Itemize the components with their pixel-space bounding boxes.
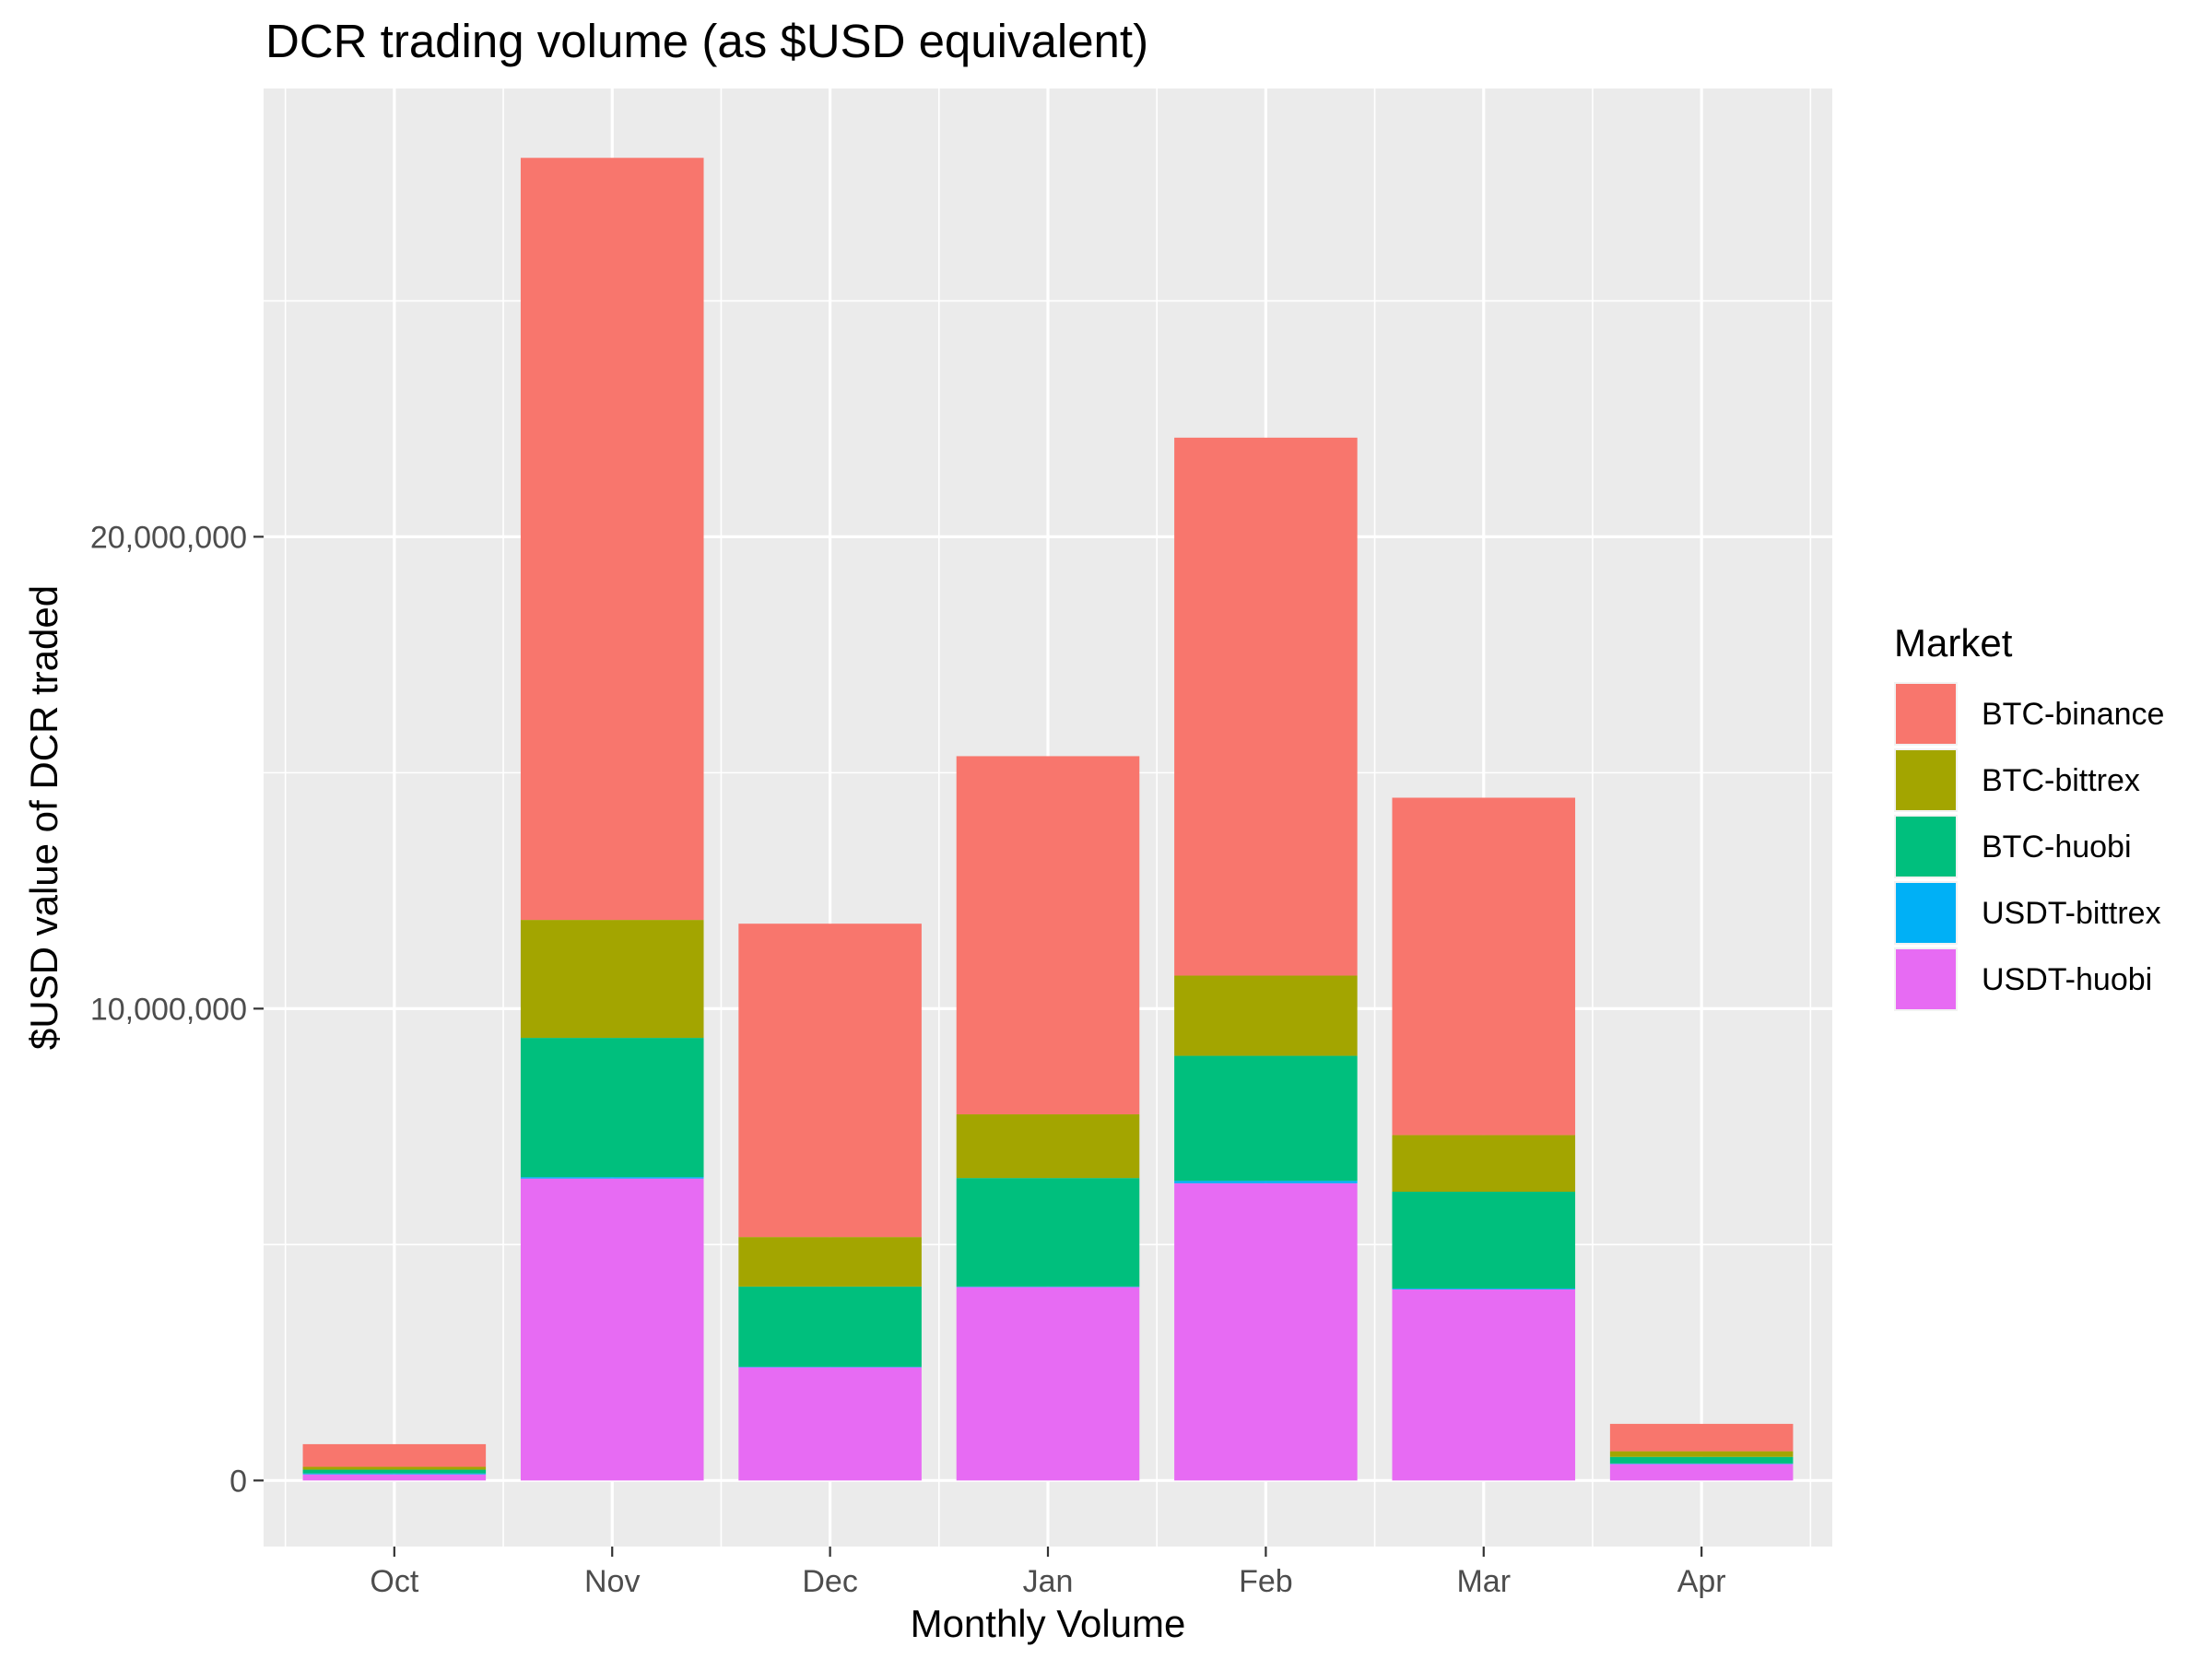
bar-segment-mar-btc-binance	[1392, 797, 1576, 1135]
x-tick-label: Nov	[584, 1564, 640, 1599]
bar-segment-nov-usdt-huobi	[520, 1178, 704, 1481]
bar-segment-dec-usdt-huobi	[738, 1367, 922, 1481]
y-axis-title: $USD value of DCR traded	[22, 585, 65, 1050]
bar-segment-apr-btc-bittrex	[1609, 1451, 1794, 1457]
bar-segment-nov-usdt-bittrex	[520, 1177, 704, 1179]
legend: Market BTC-binance BTC-bittrex BTC-huobi US…	[1894, 621, 2164, 1011]
bar-segment-apr-usdt-huobi	[1609, 1464, 1794, 1481]
bar-segment-oct-btc-bittrex	[302, 1466, 487, 1470]
bar-segment-feb-btc-huobi	[1174, 1055, 1358, 1182]
bar-segment-apr-btc-huobi	[1609, 1456, 1794, 1464]
bar-segment-mar-btc-huobi	[1392, 1191, 1576, 1288]
legend-swatch	[1896, 750, 1956, 810]
bar-segment-oct-usdt-huobi	[302, 1474, 487, 1481]
x-tick-label: Jan	[1023, 1564, 1074, 1599]
bar-segment-dec-btc-bittrex	[738, 1237, 922, 1287]
legend-title: Market	[1894, 621, 2013, 665]
bar-segment-mar-usdt-huobi	[1392, 1288, 1576, 1481]
x-tick-label: Oct	[370, 1564, 418, 1599]
bar-segment-apr-btc-binance	[1609, 1423, 1794, 1452]
y-tick-label: 10,000,000	[90, 992, 247, 1027]
x-tick-label: Apr	[1677, 1564, 1726, 1599]
bar-segment-feb-usdt-bittrex	[1174, 1181, 1358, 1183]
legend-label: USDT-huobi	[1982, 962, 2152, 997]
legend-swatch	[1896, 684, 1956, 744]
x-axis-title: Monthly Volume	[911, 1602, 1186, 1645]
bar-segment-jan-btc-bittrex	[956, 1114, 1140, 1179]
legend-label: BTC-huobi	[1982, 830, 2132, 865]
y-tick-label: 20,000,000	[90, 520, 247, 555]
x-tick-label: Mar	[1456, 1564, 1511, 1599]
x-axis: Oct Nov Dec Jan Feb Mar Apr	[370, 1547, 1726, 1599]
bar-segment-oct-usdt-bittrex	[302, 1473, 487, 1475]
bar-segment-mar-btc-bittrex	[1392, 1135, 1576, 1192]
legend-label: BTC-bittrex	[1982, 763, 2140, 798]
legend-label: BTC-binance	[1982, 697, 2164, 732]
x-tick-label: Dec	[802, 1564, 857, 1599]
legend-label: USDT-bittrex	[1982, 896, 2161, 931]
y-axis: 0 10,000,000 20,000,000	[90, 520, 264, 1499]
bar-segment-nov-btc-binance	[520, 158, 704, 921]
x-tick-label: Feb	[1239, 1564, 1293, 1599]
bar-segment-oct-btc-huobi	[302, 1469, 487, 1474]
bar-segment-feb-btc-binance	[1174, 437, 1358, 976]
bar-segment-jan-usdt-bittrex	[956, 1286, 1140, 1288]
bar-segment-jan-btc-huobi	[956, 1178, 1140, 1287]
bar-segment-apr-usdt-bittrex	[1609, 1463, 1794, 1465]
bars	[302, 158, 1794, 1481]
bar-segment-jan-usdt-huobi	[956, 1287, 1140, 1481]
y-tick-label: 0	[229, 1464, 247, 1499]
bar-segment-feb-btc-bittrex	[1174, 975, 1358, 1056]
bar-segment-dec-usdt-bittrex	[738, 1366, 922, 1368]
legend-swatch	[1896, 817, 1956, 877]
legend-swatch	[1896, 949, 1956, 1009]
bar-segment-nov-btc-bittrex	[520, 920, 704, 1039]
chart-title: DCR trading volume (as $USD equivalent)	[265, 15, 1148, 67]
bar-segment-mar-usdt-bittrex	[1392, 1288, 1576, 1289]
legend-swatch	[1896, 883, 1956, 943]
bar-segment-oct-btc-binance	[302, 1443, 487, 1467]
bar-segment-jan-btc-binance	[956, 756, 1140, 1115]
bar-segment-dec-btc-binance	[738, 924, 922, 1238]
bar-segment-feb-usdt-huobi	[1174, 1182, 1358, 1481]
bar-segment-dec-btc-huobi	[738, 1286, 922, 1367]
bar-segment-nov-btc-huobi	[520, 1038, 704, 1178]
